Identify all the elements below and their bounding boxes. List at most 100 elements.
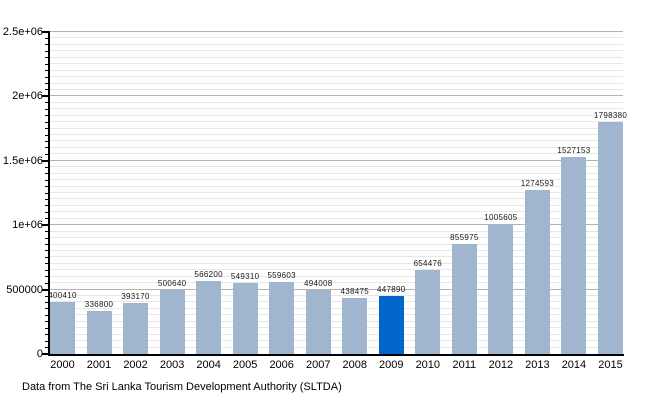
gridline-minor: [50, 314, 623, 316]
bar-slot: 1798380: [594, 112, 627, 354]
y-tick-minor: [45, 211, 48, 213]
gridline-minor: [50, 327, 623, 329]
y-tick-minor: [45, 340, 48, 342]
bar-value-label: 1005605: [484, 213, 518, 223]
x-axis-tick-label: 2005: [232, 359, 258, 371]
y-tick-minor: [45, 231, 48, 233]
bar: [232, 283, 258, 354]
gridline-minor: [50, 211, 623, 213]
bar: [597, 122, 623, 354]
y-tick-minor: [45, 269, 48, 271]
gridline-minor: [50, 134, 623, 136]
gridline-minor: [50, 301, 623, 303]
y-tick-minor: [45, 263, 48, 265]
y-axis-tick-label: 500000: [6, 283, 43, 296]
bar: [561, 157, 587, 354]
gridline-minor: [50, 140, 623, 142]
bar-slot: 1005605: [484, 214, 517, 354]
y-tick-minor: [45, 173, 48, 175]
gridline-minor: [50, 43, 623, 45]
gridline-major: [50, 95, 623, 97]
y-tick-minor: [45, 44, 48, 46]
y-axis-tick-label: 1.5e+06: [2, 154, 43, 167]
gridline-minor: [50, 340, 623, 342]
gridline-minor: [50, 256, 623, 258]
y-tick-minor: [45, 321, 48, 323]
gridline-minor: [50, 146, 623, 148]
gridline-minor: [50, 101, 623, 103]
y-tick-minor: [45, 147, 48, 149]
y-tick-minor: [45, 128, 48, 130]
gridline-minor: [50, 230, 623, 232]
gridline-minor: [50, 166, 623, 168]
bar: [86, 310, 112, 354]
gridline-major: [50, 31, 623, 32]
bar-slot: 393170: [121, 292, 150, 354]
y-tick-minor: [45, 121, 48, 123]
y-tick-minor: [45, 244, 48, 246]
y-tick-major: [42, 31, 48, 33]
bar: [488, 224, 514, 354]
bar-slot: 549310: [230, 272, 260, 354]
y-tick-minor: [45, 295, 48, 297]
y-tick-minor: [45, 186, 48, 188]
gridline-minor: [50, 108, 623, 110]
bar-slot: 494008: [304, 280, 332, 354]
y-axis-tick-label: 2e+06: [12, 90, 43, 103]
bar-slot: 400410: [48, 292, 76, 354]
y-tick-minor: [45, 198, 48, 200]
gridline-minor: [50, 192, 623, 193]
x-axis-tick-label: 2003: [159, 359, 185, 371]
x-axis-tick-label: 2011: [452, 359, 477, 371]
y-tick-minor: [45, 63, 48, 65]
gridline-minor: [50, 114, 623, 116]
gridline-major: [50, 288, 623, 290]
gridline-minor: [50, 282, 623, 284]
bar-value-label: 549310: [230, 272, 260, 282]
y-tick-major: [42, 95, 48, 98]
y-axis-tick-label: 1e+06: [12, 219, 43, 232]
gridline-major: [50, 159, 623, 161]
x-axis-line: [48, 354, 624, 356]
gridline-minor: [50, 333, 623, 335]
y-tick-minor: [45, 301, 48, 303]
y-tick-minor: [45, 50, 48, 52]
x-axis-tick-label: 2010: [415, 359, 441, 371]
bar: [451, 243, 477, 354]
y-tick-minor: [45, 256, 48, 258]
gridline-minor: [50, 269, 623, 271]
x-axis-tick-label: 2013: [525, 359, 550, 371]
x-axis-tick-label: 2004: [196, 359, 221, 371]
gridline-minor: [50, 243, 623, 245]
bar: [123, 303, 149, 354]
bar-slot: 336800: [85, 300, 113, 354]
bar-value-label: 566200: [194, 270, 223, 280]
y-tick-minor: [45, 37, 48, 39]
bar-value-label: 393170: [121, 292, 150, 302]
bar-value-label: 447890: [377, 285, 406, 295]
gridline-minor: [50, 82, 623, 84]
gridline-minor: [50, 56, 623, 58]
bar-slot: 566200: [194, 270, 223, 354]
bar-slot: 855975: [450, 233, 478, 354]
gridline-minor: [50, 63, 623, 65]
y-tick-major: [42, 353, 48, 355]
gridline-minor: [50, 262, 623, 264]
x-axis-labels: 2000 2001 2002 2003 2004 2005 2006 2007 2008 2009…: [50, 359, 623, 371]
bar-slot: 447890: [377, 285, 406, 354]
y-tick-minor: [45, 102, 48, 104]
bar-value-label: 1274593: [520, 178, 555, 188]
bar: [524, 189, 550, 354]
gridline-minor: [50, 121, 623, 123]
gridline-minor: [50, 320, 623, 322]
bar-slot: 654476: [414, 259, 442, 354]
y-tick-minor: [45, 334, 48, 336]
bar-slot: 559603: [267, 271, 296, 354]
bar: [269, 281, 295, 354]
gridline-minor: [50, 153, 623, 155]
y-tick-minor: [45, 57, 48, 59]
y-axis-tick-label: 2.5e+06: [2, 26, 43, 38]
bar-value-label: 500640: [157, 278, 187, 288]
y-tick-major: [42, 288, 48, 291]
x-axis-tick-label: 2001: [86, 359, 112, 371]
